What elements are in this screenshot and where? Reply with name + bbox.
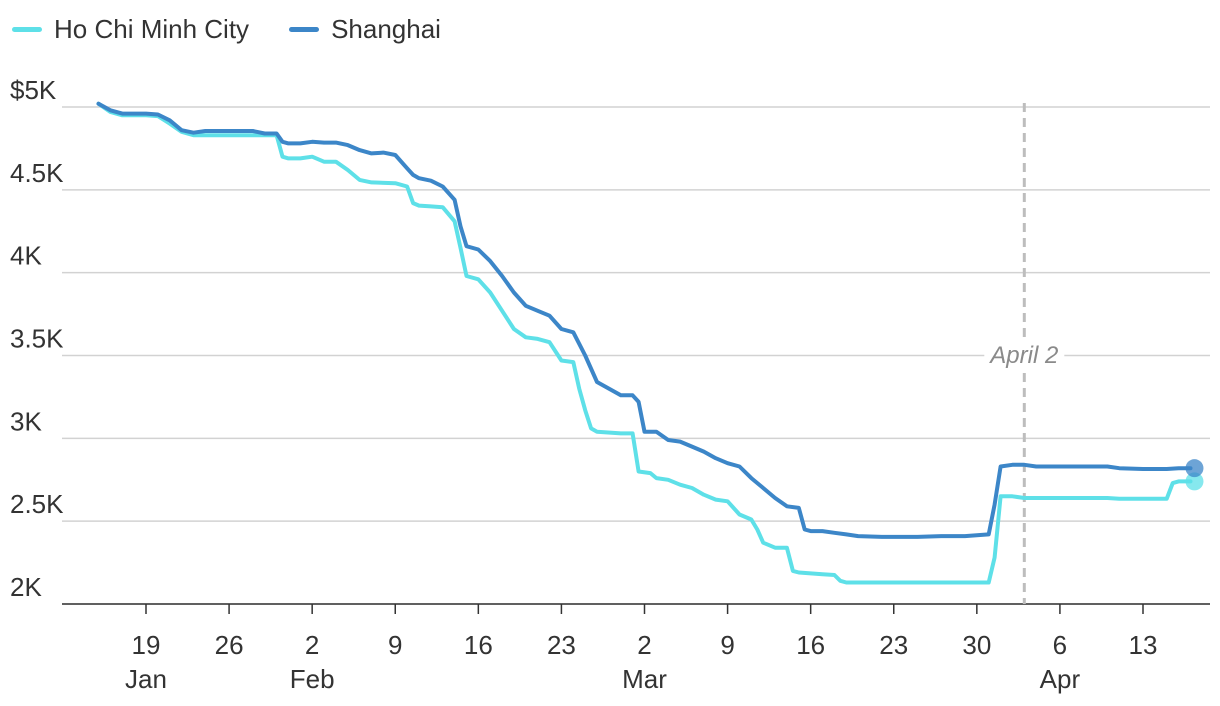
x-axis: 19 26 2 9 16 23 2 9 16 23 30 6 13 Jan Feb Mar Apr [62,603,1210,694]
y-axis-labels: $5K 4.5K 4K 3.5K 3K 2.5K 2K [10,75,64,602]
x-tick-label: 13 [1129,630,1158,660]
x-tick-label: 30 [962,630,991,660]
legend: Ho Chi Minh City Shanghai [12,14,481,45]
y-tick-label: $5K [10,75,57,105]
legend-label-hcmc: Ho Chi Minh City [54,14,250,44]
x-month-label: Mar [622,664,667,694]
x-tick-label: 23 [547,630,576,660]
x-tick-label: 6 [1053,630,1067,660]
y-tick-label: 3K [10,406,42,436]
x-tick-label: 16 [796,630,825,660]
annotation-bg [984,340,1065,368]
y-tick-label: 4K [10,241,42,271]
x-month-label: Jan [125,664,167,694]
x-tick-label: 19 [132,630,161,660]
x-tick-label: 2 [637,630,651,660]
annotation: April 2 [984,103,1065,604]
series-end-dot-0 [1185,472,1204,491]
x-month-label: Apr [1040,664,1081,694]
series-lines [96,101,1204,585]
y-tick-label: 2K [10,572,42,602]
legend-swatch-shanghai [289,27,320,32]
annotation-label: April 2 [988,342,1058,369]
legend-label-shanghai: Shanghai [331,14,441,44]
x-tick-label: 2 [305,630,319,660]
series-line-1 [96,101,1193,539]
y-tick-label: 3.5K [10,324,64,354]
legend-item-shanghai: Shanghai [289,14,441,45]
legend-item-hcmc: Ho Chi Minh City [12,14,249,45]
x-tick-label: 9 [388,630,402,660]
x-tick-label: 23 [879,630,908,660]
series-end-dot-1 [1185,459,1204,478]
series-line-0 [96,101,1193,585]
x-tick-label: 9 [720,630,734,660]
legend-swatch-hcmc [12,27,42,32]
y-tick-label: 4.5K [10,158,64,188]
x-month-label: Feb [290,664,335,694]
x-tick-label: 26 [215,630,244,660]
x-tick-label: 16 [464,630,493,660]
y-tick-label: 2.5K [10,489,64,519]
